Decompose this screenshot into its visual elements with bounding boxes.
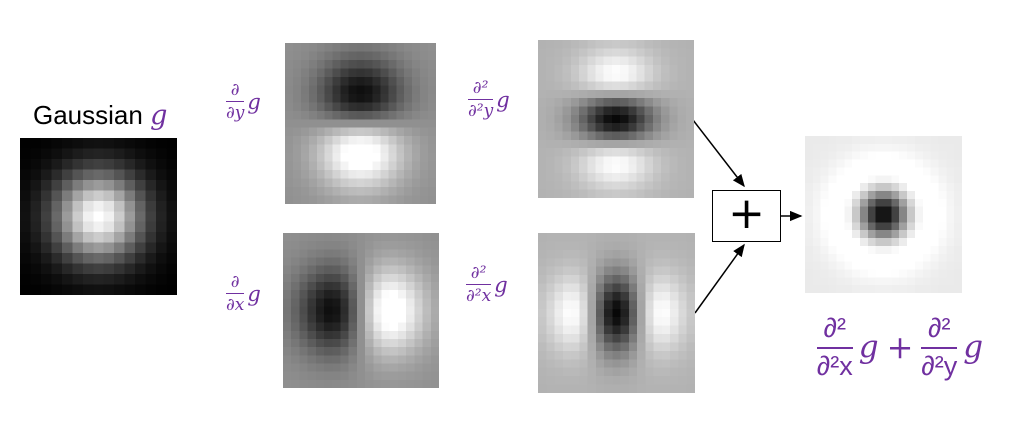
plus-sign: +: [728, 188, 765, 239]
d2dy2-g-var: g: [496, 87, 510, 112]
laplacian-result-image: [805, 136, 962, 293]
d2dx2-g-var: g: [494, 272, 508, 297]
d2dy2-label: ∂² ∂²y g: [468, 78, 510, 121]
arrow-d2x-to-plus: [694, 243, 745, 314]
formula-term1-denominator: ∂²x: [816, 350, 853, 381]
d2dx2-label: ∂² ∂²x g: [466, 263, 508, 306]
formula-term2-g: g: [963, 329, 984, 365]
arrow-d2y-to-plus: [692, 119, 745, 188]
ddx-g-var: g: [247, 281, 261, 306]
gaussian-title-var: g: [150, 100, 168, 131]
gaussian-kernel-image: [20, 138, 177, 295]
d2dy2-gaussian-image: [538, 40, 694, 198]
formula-term2-numerator: ∂²: [921, 312, 958, 349]
ddx-numerator: ∂: [226, 272, 245, 295]
gaussian-title: Gaussian g: [33, 100, 167, 131]
ddy-numerator: ∂: [226, 80, 245, 103]
formula-term1-numerator: ∂²: [816, 312, 853, 349]
formula-plus-sign: +: [886, 328, 914, 366]
d2dx2-numerator: ∂²: [466, 263, 492, 286]
ddy-denominator: ∂y: [226, 103, 245, 124]
formula-term1-g: g: [858, 329, 879, 365]
ddx-fraction: ∂ ∂x: [226, 272, 245, 316]
ddy-gaussian-image: [285, 43, 436, 204]
ddy-fraction: ∂ ∂y: [226, 80, 245, 124]
d2dy2-numerator: ∂²: [468, 78, 494, 101]
ddx-gaussian-image: [283, 233, 439, 388]
gaussian-title-text: Gaussian: [33, 100, 151, 130]
ddy-g-var: g: [247, 89, 261, 114]
formula-term1-fraction: ∂² ∂²x: [816, 312, 853, 382]
d2dy2-fraction: ∂² ∂²y: [468, 78, 494, 122]
formula-term2-denominator: ∂²y: [921, 350, 958, 381]
d2dx2-denominator: ∂²x: [466, 286, 492, 307]
ddx-denominator: ∂x: [226, 295, 245, 316]
ddy-label: ∂ ∂y g: [226, 80, 261, 123]
formula-term2-fraction: ∂² ∂²y: [921, 312, 958, 382]
laplacian-formula: ∂² ∂²x g + ∂² ∂²y g: [782, 302, 1018, 392]
d2dx2-gaussian-image: [538, 233, 695, 393]
d2dx2-fraction: ∂² ∂²x: [466, 263, 492, 307]
ddx-label: ∂ ∂x g: [226, 272, 261, 315]
sum-operator-box: +: [712, 190, 781, 242]
d2dy2-denominator: ∂²y: [468, 101, 494, 122]
